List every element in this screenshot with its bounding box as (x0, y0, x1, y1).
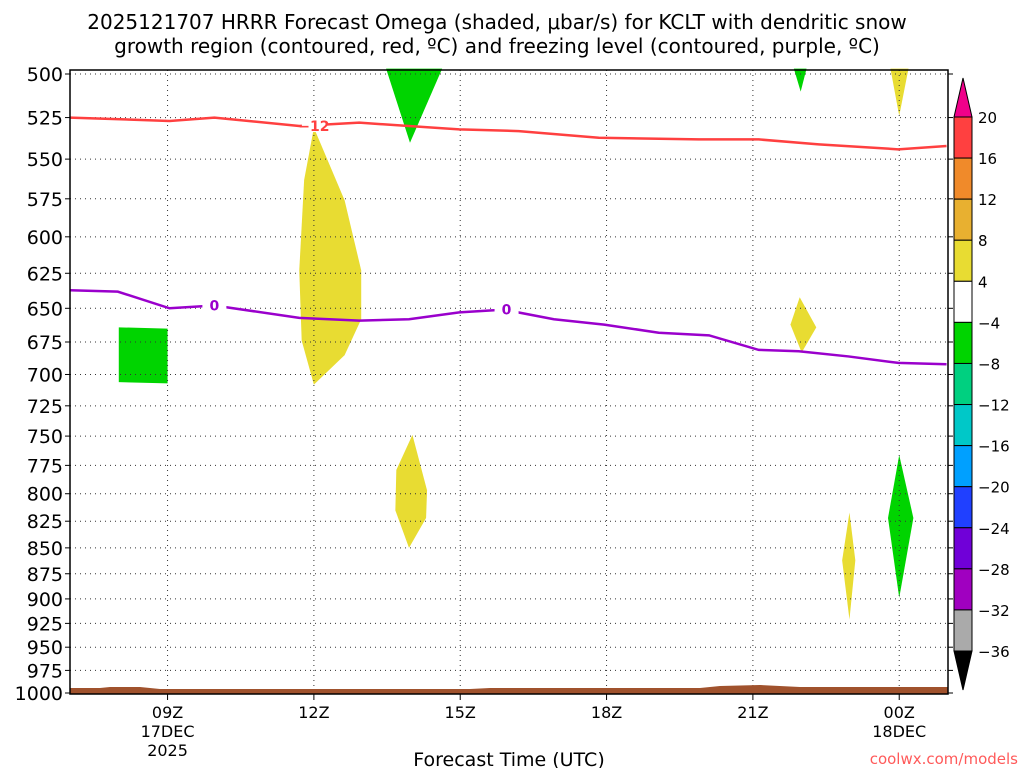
plot-background (70, 70, 948, 694)
colorbar-label: −32 (978, 602, 1010, 620)
colorbar-swatch (953, 157, 973, 200)
colorbar-swatch (953, 404, 973, 447)
chart-title-line-1: 2025121707 HRRR Forecast Omega (shaded, … (87, 10, 906, 34)
colorbar-swatch (953, 321, 973, 364)
colorbar-swatch (953, 568, 973, 611)
colorbar-swatch (953, 280, 973, 323)
omega-shaded-region (395, 434, 428, 548)
x-tick-label: 2025 (147, 741, 188, 760)
colorbar-label: −12 (978, 397, 1010, 415)
colorbar-swatch (953, 609, 973, 652)
y-tick-label: 925 (27, 613, 63, 635)
y-tick-label: 900 (27, 589, 63, 611)
x-tick-label: 12Z (298, 703, 329, 722)
omega-shaded-region (790, 297, 817, 353)
x-tick-label: 09Z (152, 703, 183, 722)
colorbar-swatch (953, 239, 973, 282)
y-tick-label: 700 (27, 364, 63, 386)
y-tick-label: 600 (27, 227, 63, 249)
y-tick-label: 675 (27, 332, 63, 354)
colorbar-label: 4 (978, 273, 988, 291)
x-tick-label: 15Z (445, 703, 476, 722)
colorbar-label: 8 (978, 232, 988, 250)
contour-label-bg (202, 297, 227, 312)
plot-area: 500 525 550 575 600 625 650 675 700 725 750 775 800 8… (15, 64, 953, 760)
colorbar-label: −24 (978, 520, 1010, 538)
colorbar-swatch (953, 116, 973, 159)
y-tick-label: 575 (27, 189, 63, 211)
y-tick-label: 875 (27, 564, 63, 586)
omega-shaded-region (888, 454, 914, 598)
x-tick-label: 18Z (591, 703, 622, 722)
omega-shaded-region (793, 68, 807, 92)
y-tick-label: 800 (27, 484, 63, 506)
y-tick-label: 625 (27, 263, 63, 285)
colorbar-swatch (953, 445, 973, 488)
terrain-fill (70, 685, 948, 694)
colorbar-swatch (953, 362, 973, 406)
x-tick-label: 17DEC (141, 722, 195, 741)
y-tick-label: 850 (27, 538, 63, 560)
colorbar-swatch (953, 527, 973, 570)
y-tick-label: 775 (27, 455, 63, 477)
y-tick-label: 525 (27, 108, 63, 130)
omega-shaded-region (890, 68, 909, 116)
x-axis-label: Forecast Time (UTC) (413, 749, 604, 768)
omega-shaded-region (386, 68, 443, 143)
colorbar-top-arrow (953, 77, 973, 118)
credit-text: coolwx.com/models (870, 750, 1018, 768)
contour-label-bg (494, 301, 519, 316)
y-tick-label: 950 (27, 637, 63, 659)
colorbar-label: −16 (978, 438, 1010, 456)
colorbar-label: −20 (978, 479, 1010, 497)
chart-title-line-2: growth region (contoured, red, ºC) and f… (114, 34, 880, 58)
colorbar-swatch (953, 486, 973, 529)
y-tick-label: 550 (27, 149, 63, 171)
colorbar-label: −36 (978, 643, 1010, 661)
contour-label-bg (301, 118, 326, 133)
contour-label: −12 (298, 119, 329, 135)
x-tick-label: 18DEC (872, 722, 926, 741)
colorbar-label: −28 (978, 561, 1010, 579)
colorbar: 20 16 12 8 4 −4 −8 −12 −16 −20 −24 −28 −32 −36 (953, 77, 1010, 691)
y-tick-label: 500 (27, 64, 63, 86)
y-tick-label: 975 (27, 660, 63, 682)
omega-shaded-region (118, 327, 168, 384)
colorbar-label: −4 (978, 314, 1000, 332)
y-tick-label: 725 (27, 396, 63, 418)
contour-label: 0 (502, 303, 512, 319)
y-tick-label: 650 (27, 298, 63, 320)
contour-label: 0 (210, 299, 220, 315)
colorbar-label: 12 (978, 191, 997, 209)
x-tick-label: 21Z (737, 703, 768, 722)
y-tick-label: 750 (27, 426, 63, 448)
dendritic-minus12-contour (69, 116, 947, 151)
plot-frame (69, 69, 949, 695)
colorbar-label: 20 (978, 109, 997, 127)
y-tick-label: 825 (27, 511, 63, 533)
colorbar-label: 16 (978, 150, 997, 168)
colorbar-swatch (953, 198, 973, 241)
x-tick-label: 00Z (884, 703, 915, 722)
colorbar-bottom-arrow (953, 650, 973, 691)
colorbar-label: −8 (978, 355, 1000, 373)
omega-shaded-region (842, 512, 856, 620)
y-tick-label: 1000 (15, 683, 63, 705)
